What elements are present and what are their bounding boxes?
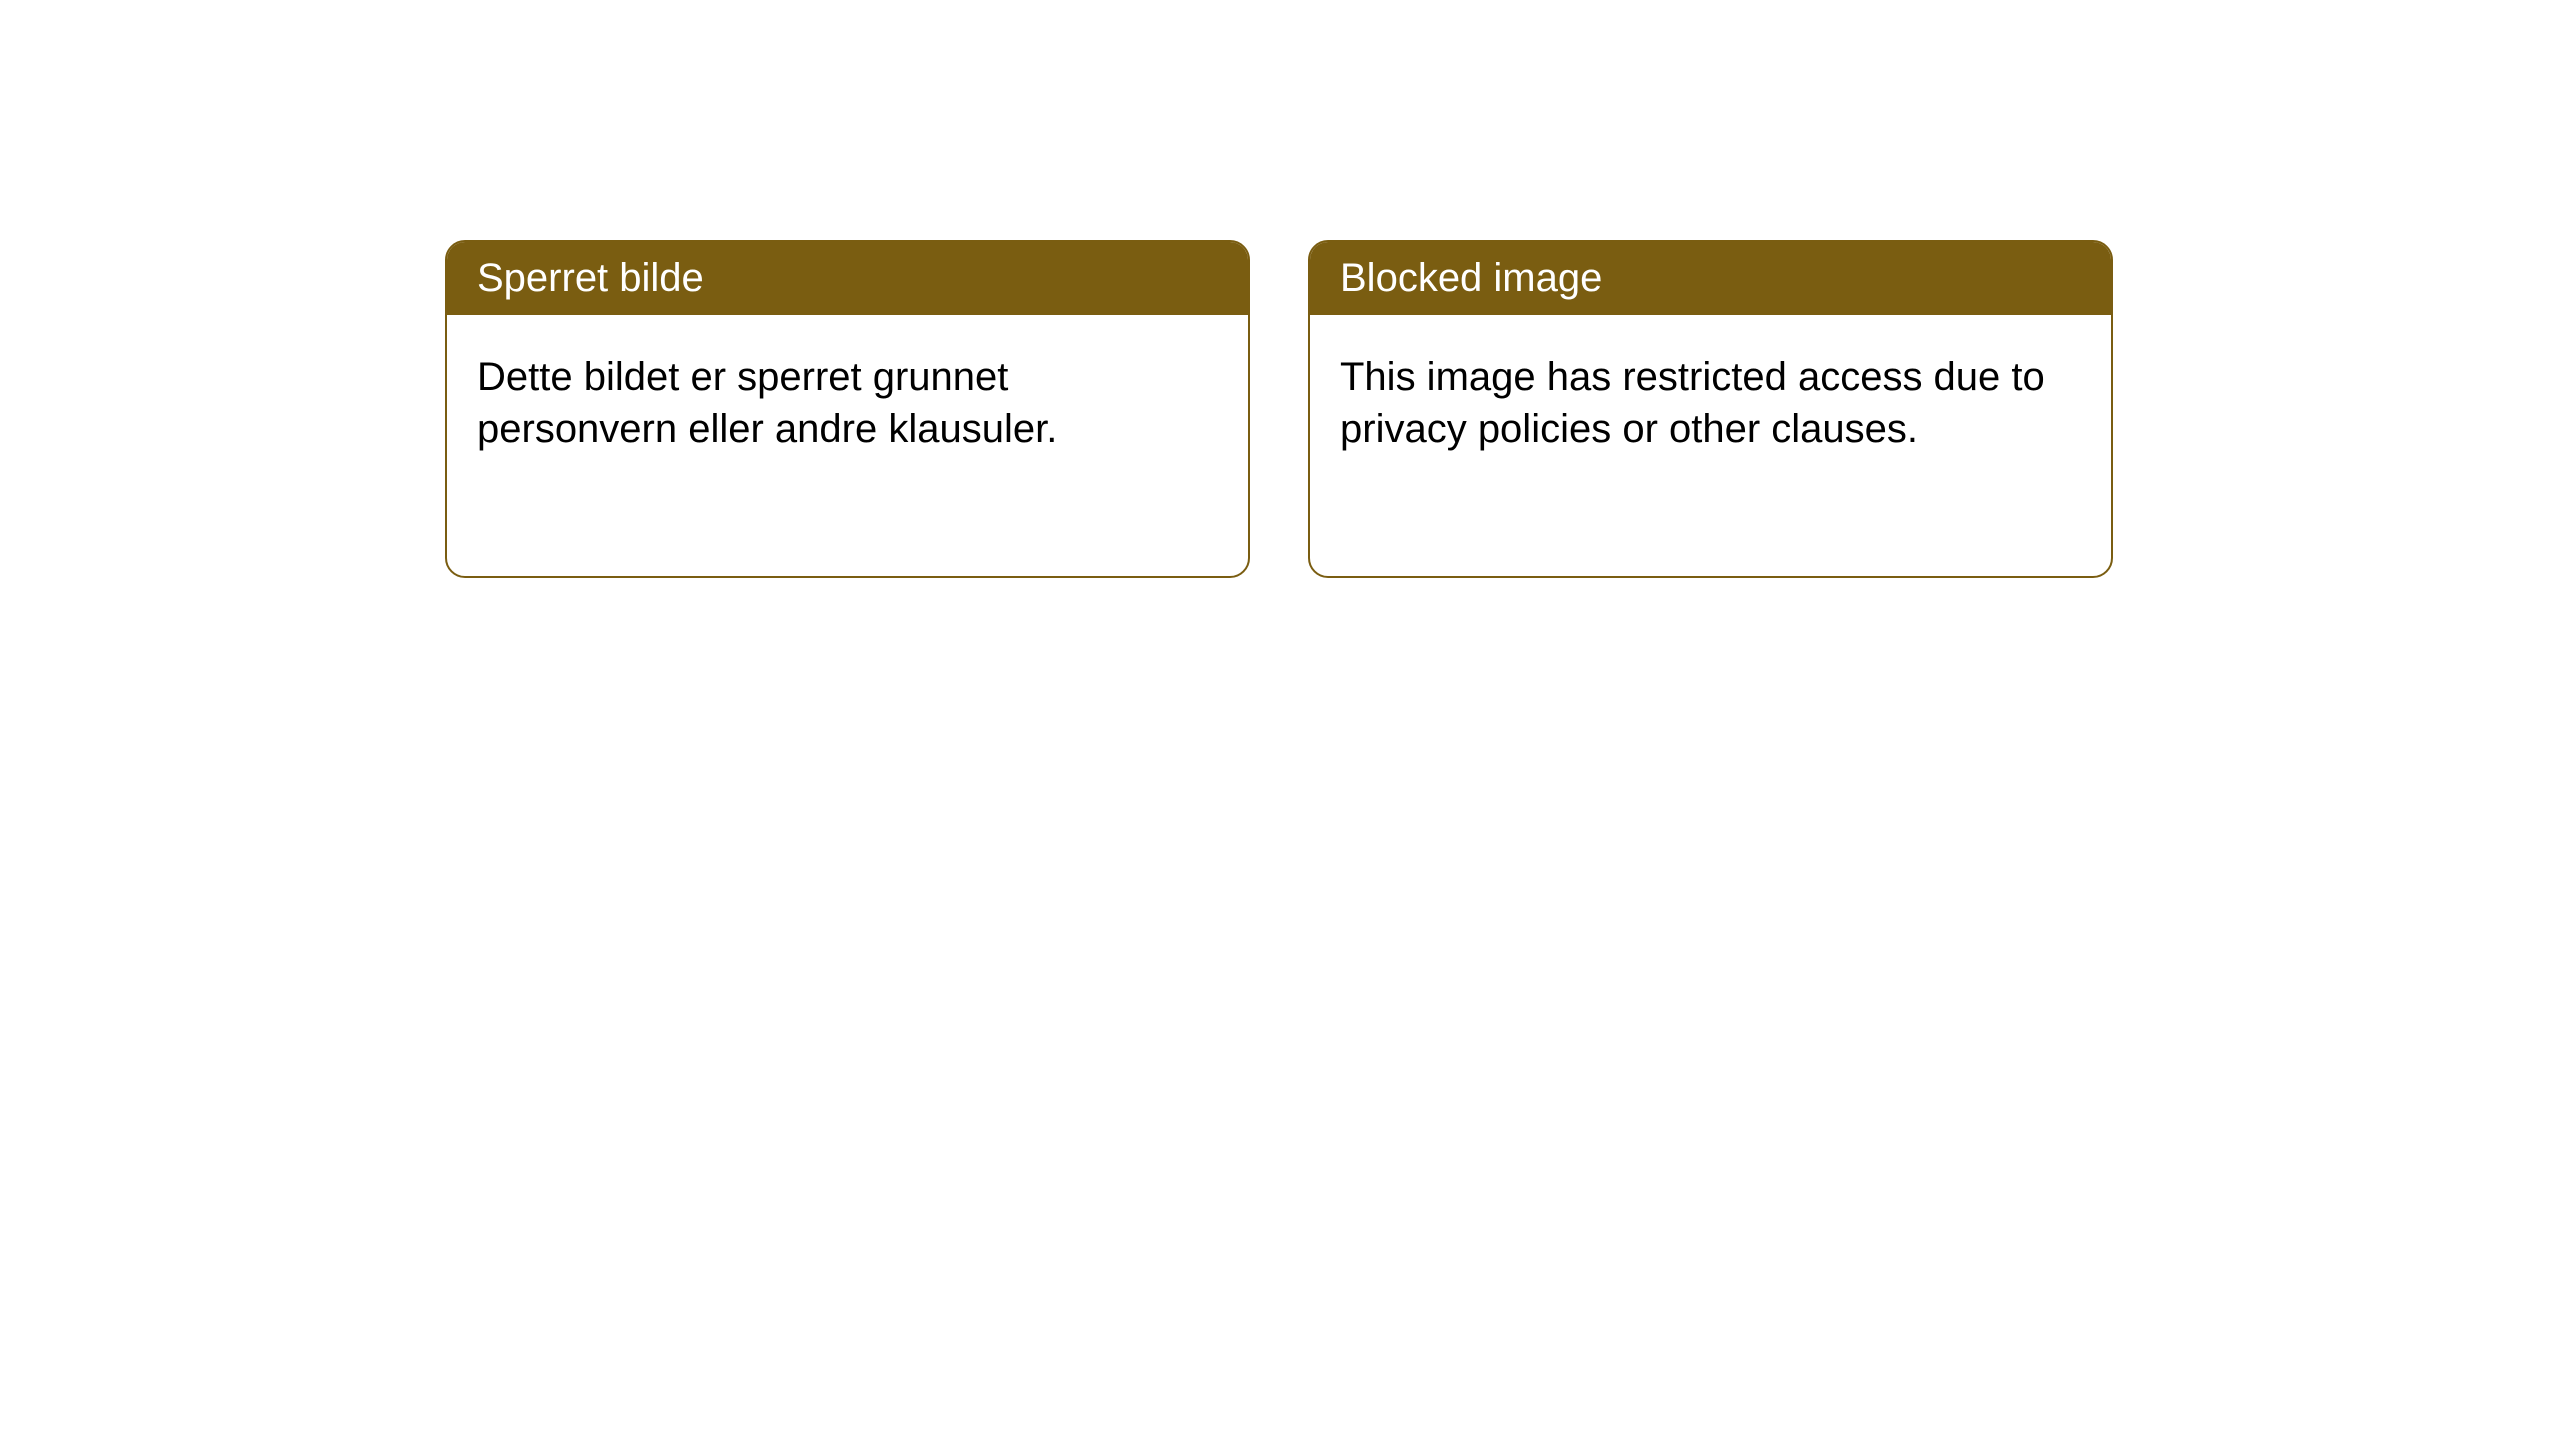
notice-header: Sperret bilde xyxy=(447,242,1248,315)
notice-body: Dette bildet er sperret grunnet personve… xyxy=(447,315,1248,491)
notice-card-norwegian: Sperret bilde Dette bildet er sperret gr… xyxy=(445,240,1250,578)
notice-cards-container: Sperret bilde Dette bildet er sperret gr… xyxy=(445,240,2113,578)
notice-header: Blocked image xyxy=(1310,242,2111,315)
notice-body: This image has restricted access due to … xyxy=(1310,315,2111,491)
notice-card-english: Blocked image This image has restricted … xyxy=(1308,240,2113,578)
